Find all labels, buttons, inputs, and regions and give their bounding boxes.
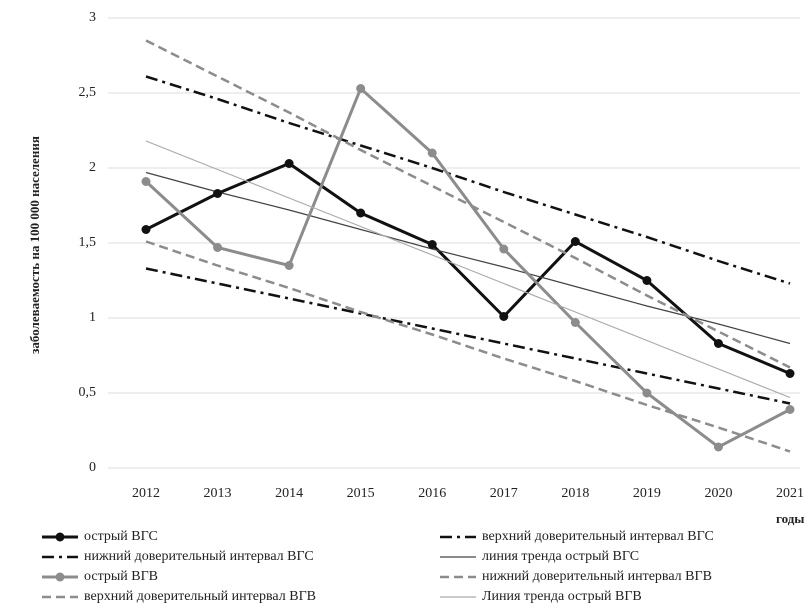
point-marker <box>499 244 509 254</box>
x-tick-label: 2014 <box>275 486 303 501</box>
legend-label: острый ВГВ <box>84 569 158 584</box>
point-marker <box>785 405 795 414</box>
x-tick-label: 2020 <box>704 486 732 501</box>
x-axis-label: годы <box>776 511 804 526</box>
legend-marker <box>55 532 65 542</box>
x-tick-label: 2018 <box>561 486 589 501</box>
x-tick-label: 2012 <box>132 486 160 501</box>
point-marker <box>213 189 223 198</box>
point-marker <box>356 208 366 218</box>
legend-label: линия тренда острый ВГС <box>482 549 639 564</box>
series-line <box>144 85 791 449</box>
point-marker <box>284 261 294 270</box>
point-marker <box>356 84 366 93</box>
series-line <box>145 161 791 375</box>
legend-label: нижний доверительный интервал ВГС <box>84 549 314 564</box>
series-line <box>145 267 791 405</box>
legend-label: острый ВГС <box>84 529 158 544</box>
y-tick-label: 1,5 <box>79 235 97 250</box>
x-tick-label: 2019 <box>633 486 661 501</box>
series-line <box>145 39 791 369</box>
legend-marker <box>55 572 65 582</box>
point-marker <box>213 243 223 252</box>
point-marker <box>642 276 652 285</box>
y-axis-label: заболеваемость на 100 000 населения <box>27 136 42 354</box>
y-tick-label: 0 <box>89 460 96 475</box>
y-tick-label: 1 <box>89 310 96 325</box>
point-marker <box>141 225 151 234</box>
x-tick-label: 2021 <box>776 486 804 501</box>
x-tick-label: 2016 <box>418 486 446 501</box>
point-marker <box>499 312 509 321</box>
point-marker <box>642 388 652 398</box>
point-marker <box>785 369 795 378</box>
point-marker <box>570 237 580 246</box>
y-tick-label: 0,5 <box>79 385 97 400</box>
y-tick-label: 2,5 <box>79 85 97 100</box>
series-line <box>145 140 791 399</box>
legend-label: нижний доверительный интервал ВГВ <box>482 569 712 584</box>
point-marker <box>570 318 580 327</box>
legend-label: верхний доверительный интервал ВГС <box>482 529 714 544</box>
point-marker <box>427 240 437 249</box>
series-line <box>145 240 791 453</box>
x-tick-label: 2017 <box>490 486 518 501</box>
legend-label: Линия тренда острый ВГВ <box>482 589 642 604</box>
point-marker <box>284 159 294 168</box>
x-tick-label: 2015 <box>347 486 375 501</box>
point-marker <box>713 442 723 452</box>
legend-label: верхний доверительный интервал ВГВ <box>84 589 316 604</box>
point-marker <box>713 339 723 348</box>
point-marker <box>427 148 437 158</box>
point-marker <box>141 177 151 186</box>
y-tick-label: 2 <box>89 160 96 175</box>
y-tick-label: 3 <box>89 10 96 25</box>
x-tick-label: 2013 <box>204 486 232 501</box>
series-line <box>145 171 791 345</box>
